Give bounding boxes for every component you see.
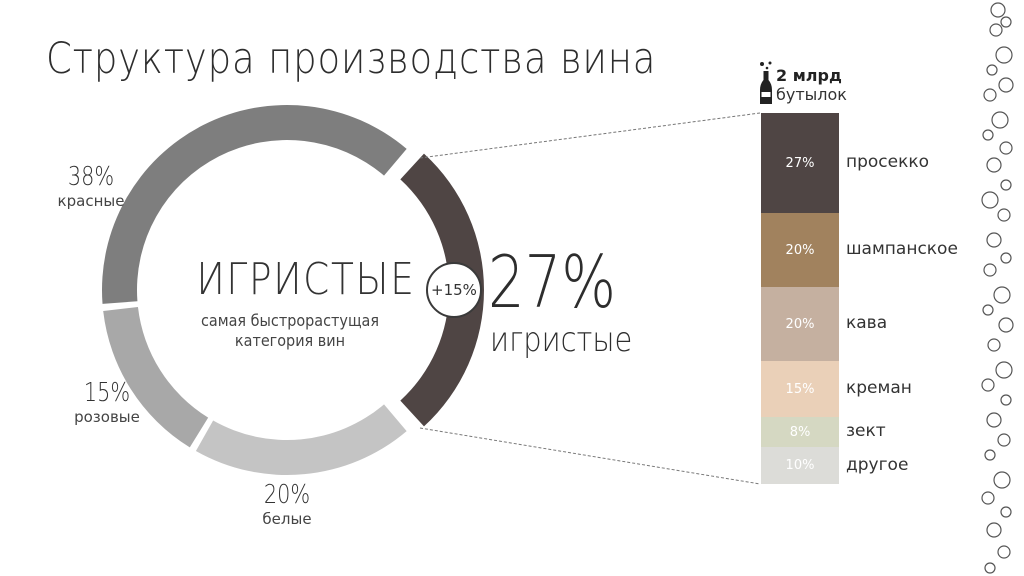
donut-label-rose-name: розовые [74,408,140,426]
total-bottles-unit: бутылок [776,85,847,104]
donut-slice-sparkling [400,153,484,427]
donut-label-white: 20% белые [232,480,342,528]
donut-label-red-pct: 38% [67,162,115,192]
stack-segment-cava: 20% [761,287,839,361]
sparkling-share-value: 27% [488,240,617,324]
stack-segment-cremant-value: 15% [785,381,815,397]
stack-segment-sekt-value: 8% [789,424,811,440]
donut-slice-rose [103,306,209,448]
stack-segment-cava-label: кава [846,313,888,333]
stack-segment-champagne: 20% [761,213,839,287]
bubbles-decoration-icon [981,2,1014,574]
sparkling-stacked-bar: 27% 20% 20% 15% 8% 10% [761,113,839,484]
stack-segment-champagne-value: 20% [785,242,815,258]
stack-segment-other-label: другое [846,454,909,475]
donut-label-rose-pct: 15% [83,378,131,408]
total-bottles-value: 2 млрд [776,66,842,85]
donut-center-subtitle: самая быстрорастущая категория вин [191,311,389,351]
stack-segment-other-value: 10% [785,458,815,473]
stack-segment-prosecco: 27% [761,113,839,213]
connector-line-bottom [419,427,761,485]
donut-slice-red [102,105,407,304]
stack-segment-other: 10% [761,447,839,484]
connector-line-top [419,112,761,159]
stack-segment-cremant-label: креман [846,378,912,398]
stack-segment-prosecco-value: 27% [785,155,815,171]
donut-label-rose: 15% розовые [52,378,162,426]
donut-slice-white [195,404,407,475]
donut-label-red: 38% красные [36,162,146,210]
sparkling-share-label: игристые [490,320,633,360]
stack-segment-cremant: 15% [761,361,839,417]
page-title: Структура производства вина [46,34,657,84]
stack-segment-cava-value: 20% [785,316,815,332]
champagne-bottle-icon [760,61,772,104]
donut-center-subtitle-line-1: самая быстрорастущая [200,311,380,330]
growth-badge: +15% [426,262,482,318]
donut-label-white-pct: 20% [263,480,311,510]
donut-label-white-name: белые [262,510,312,528]
donut-center-title: ИГРИСТЫЕ [196,254,416,305]
stack-segment-sekt-label: зект [846,421,886,441]
donut-label-red-name: красные [57,192,125,210]
stack-segment-sekt: 8% [761,417,839,447]
stack-segment-champagne-label: шампанское [846,239,958,259]
stack-segment-prosecco-label: просекко [846,152,930,172]
donut-center-subtitle-line-2: категория вин [234,331,346,350]
